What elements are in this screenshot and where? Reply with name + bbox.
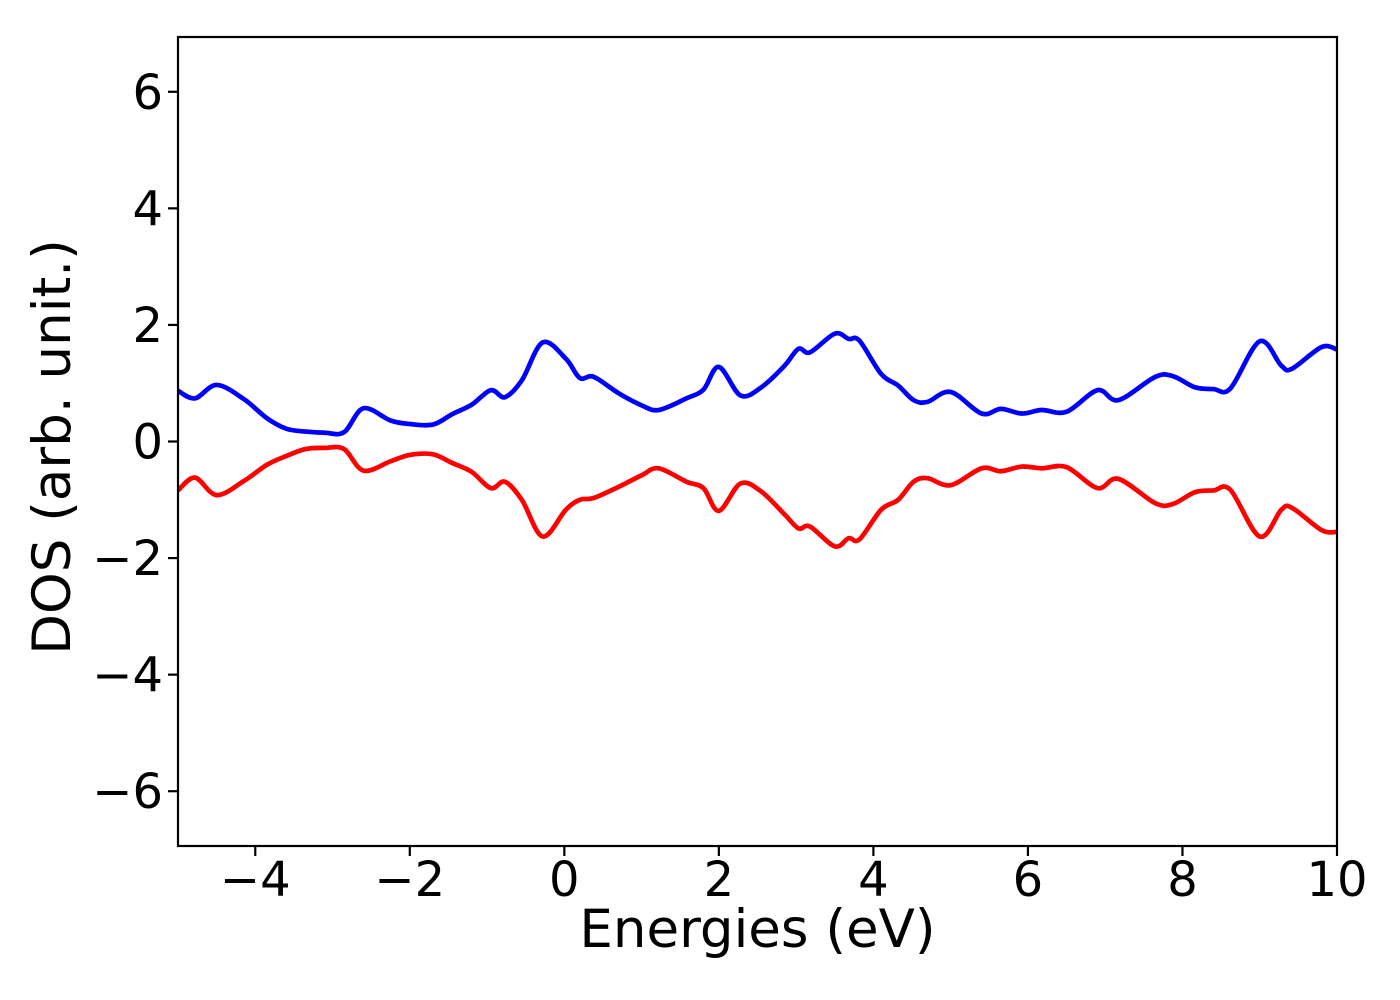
x-tick-label: 4 <box>858 852 889 908</box>
y-tick-label: 0 <box>132 415 163 471</box>
y-tick-label: 4 <box>132 181 163 237</box>
x-tick-label: 10 <box>1306 852 1367 908</box>
x-tick-label: −2 <box>374 852 445 908</box>
x-tick-label: 6 <box>1013 852 1044 908</box>
x-tick-label: 2 <box>704 852 735 908</box>
plot-frame <box>176 35 1339 848</box>
x-tick-label: 8 <box>1167 852 1198 908</box>
spin-down-curve <box>178 444 1337 550</box>
y-tick-label: 2 <box>132 298 163 354</box>
y-tick-label: −6 <box>92 764 163 820</box>
x-tick-label: 0 <box>549 852 580 908</box>
y-tick-label: −2 <box>92 531 163 587</box>
y-tick-label: −4 <box>92 648 163 704</box>
y-axis-label: DOS (arb. unit.) <box>22 239 83 655</box>
x-axis-label: Energies (eV) <box>579 899 936 960</box>
spin-up-curve <box>178 330 1337 437</box>
y-tick-label: 6 <box>132 65 163 121</box>
x-tick-label: −4 <box>220 852 291 908</box>
